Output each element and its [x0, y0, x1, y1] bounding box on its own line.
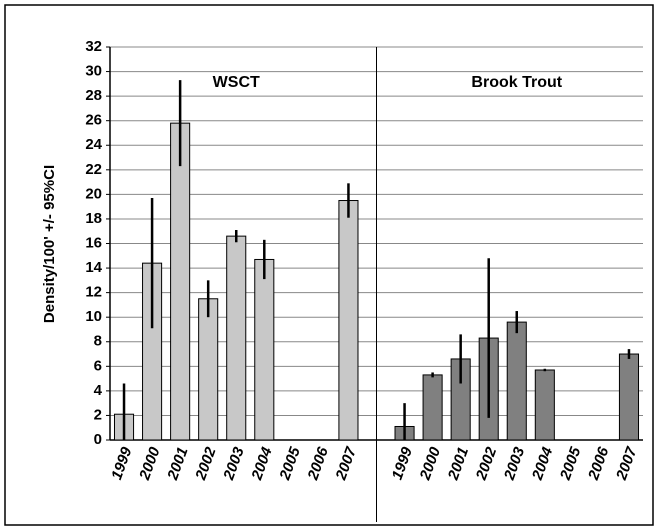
y-tick-label: 10: [85, 308, 102, 325]
y-tick-label: 4: [94, 382, 103, 399]
bar: [254, 258, 275, 441]
bar: [506, 321, 527, 441]
y-tick-label: 8: [94, 333, 102, 350]
bar: [618, 353, 640, 441]
y-tick-label: 20: [85, 185, 102, 202]
bar: [422, 374, 443, 441]
y-tick-label: 12: [85, 284, 102, 301]
y-tick-label: 30: [85, 63, 102, 80]
y-tick-label: 14: [85, 259, 102, 276]
x-tick-label: 2004: [529, 444, 557, 483]
x-tick-label: 2000: [136, 444, 164, 483]
x-tick-label: 1999: [389, 444, 417, 482]
x-tick-label: 2002: [192, 444, 220, 483]
y-tick-label: 24: [85, 136, 102, 153]
x-tick-label: 2003: [501, 444, 529, 483]
y-tick-label: 26: [85, 112, 102, 129]
bar: [338, 200, 359, 441]
x-tick-label: 2006: [304, 444, 332, 483]
x-tick-label: 2001: [164, 445, 192, 483]
x-tick-label: 2003: [220, 444, 248, 483]
bar: [226, 235, 247, 441]
x-tick-label: 2007: [332, 444, 360, 483]
y-tick-label: 18: [85, 210, 102, 227]
x-tick-label: 2005: [557, 444, 585, 483]
y-tick-label: 32: [85, 38, 102, 55]
y-tick-label: 22: [85, 161, 102, 178]
x-tick-label: 2000: [416, 444, 444, 483]
y-tick-label: 28: [85, 87, 102, 104]
bar: [198, 298, 219, 441]
x-tick-label: 1999: [108, 444, 136, 482]
bar: [534, 369, 555, 441]
y-tick-label: 6: [94, 357, 102, 374]
x-tick-label: 2006: [585, 444, 613, 483]
y-tick-label: 16: [85, 234, 102, 251]
group-label: WSCT: [213, 74, 260, 91]
bar: [170, 122, 191, 441]
y-tick-label: 0: [94, 431, 102, 448]
frame: [4, 4, 654, 526]
x-tick-label: 2002: [472, 444, 500, 483]
x-tick-label: 2004: [248, 444, 276, 483]
y-axis-label: Density/100' +/- 95%CI: [41, 165, 58, 323]
x-tick-label: 2007: [613, 444, 641, 483]
x-tick-label: 2005: [276, 444, 304, 483]
x-tick-label: 2001: [444, 445, 472, 483]
group-label: Brook Trout: [471, 74, 562, 91]
y-tick-label: 2: [94, 406, 102, 423]
